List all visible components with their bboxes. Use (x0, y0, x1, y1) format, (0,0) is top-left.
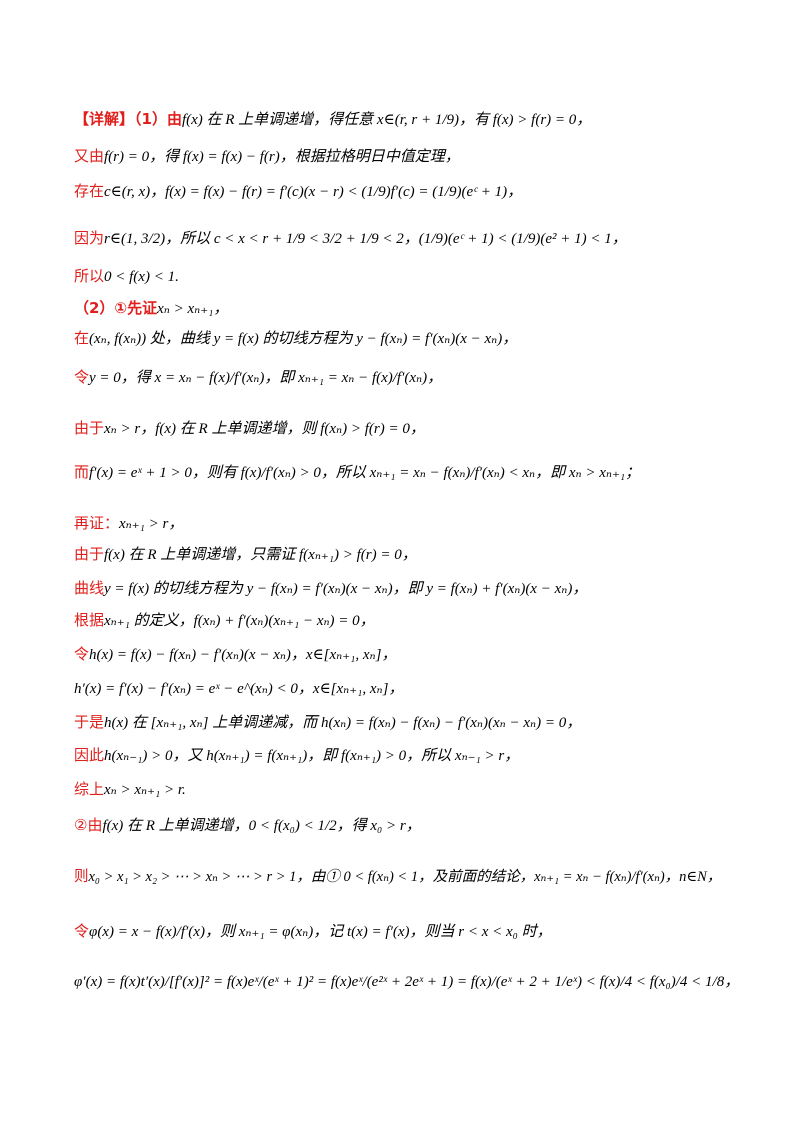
math-text: h(x) 在 [xₙ₊₁, xₙ] 上单调递减，而 h(xₙ) = f(xₙ) … (104, 715, 582, 731)
step-label: 由于 (74, 419, 105, 437)
math-text: xₙ > r，f(x) 在 R 上单调递增，则 f(xₙ) > f(r) = 0… (104, 421, 425, 437)
step-label: 因为 (74, 229, 105, 247)
step-label: 令 (74, 922, 90, 940)
step-label: 综上 (74, 780, 105, 798)
solution-line: 所以0 < f(x) < 1. (74, 265, 740, 288)
solution-line: 根据xₙ₊₁ 的定义，f(xₙ) + f′(xₙ)(xₙ₊₁ − xₙ) = 0… (74, 609, 740, 632)
solution-line: 因为r∈(1, 3/2)，所以 c < x < r + 1/9 < 3/2 + … (74, 227, 740, 250)
solution-line: （2）①先证xₙ > xₙ₊₁， (74, 297, 740, 320)
solution-line: 令φ(x) = x − f(x)/f′(x)，则 xₙ₊₁ = φ(xₙ)，记 … (74, 920, 740, 943)
math-text: r∈(1, 3/2)，所以 c < x < r + 1/9 < 3/2 + 1/… (104, 231, 627, 247)
solution-line: 曲线y = f(x) 的切线方程为 y − f(xₙ) = f′(xₙ)(x −… (74, 577, 740, 600)
math-text: xₙ > xₙ₊₁ > r. (104, 782, 186, 798)
math-text: φ′(x) = f(x)t′(x)/[f′(x)]² = f(x)eˣ/(eˣ … (74, 974, 740, 990)
step-label: （2）①先证 (74, 299, 158, 317)
solution-line: 存在c∈(r, x)，f(x) = f(x) − f(r) = f′(c)(x … (74, 180, 740, 203)
math-text: xₙ₊₁ > r， (119, 516, 184, 532)
math-text: h′(x) = f′(x) − f′(xₙ) = eˣ − e^(xₙ) < 0… (74, 681, 404, 697)
math-text: f′(x) = eˣ + 1 > 0，则有 f(x)/f′(xₙ) > 0，所以… (89, 465, 641, 481)
step-label: 令 (74, 368, 90, 386)
step-label: 所以 (74, 267, 105, 285)
math-text: xₙ > xₙ₊₁， (157, 301, 229, 317)
solution-line: 因此h(xₙ₋₁) > 0，又 h(xₙ₊₁) = f(xₙ₊₁)，即 f(xₙ… (74, 744, 740, 767)
step-label: 由于 (74, 545, 105, 563)
math-text: f(x) 在 R 上单调递增，0 < f(x₀) < 1/2，得 x₀ > r， (102, 818, 421, 834)
step-label: 再证： (74, 514, 120, 532)
step-label: 存在 (74, 182, 105, 200)
math-text: xₙ₊₁ 的定义，f(xₙ) + f′(xₙ)(xₙ₊₁ − xₙ) = 0， (104, 613, 375, 629)
solution-line: φ′(x) = f(x)t′(x)/[f′(x)]² = f(x)eˣ/(eˣ … (74, 970, 740, 993)
math-text: c∈(r, x)，f(x) = f(x) − f(r) = f′(c)(x − … (104, 184, 523, 200)
step-label: ②由 (74, 816, 103, 834)
math-text: 0 < f(x) < 1. (104, 269, 179, 285)
step-label: 又由 (74, 147, 105, 165)
step-label: 而 (74, 463, 90, 481)
solution-line: 于是h(x) 在 [xₙ₊₁, xₙ] 上单调递减，而 h(xₙ) = f(xₙ… (74, 711, 740, 734)
step-label: 因此 (74, 746, 105, 764)
solution-line: ②由f(x) 在 R 上单调递增，0 < f(x₀) < 1/2，得 x₀ > … (74, 814, 740, 837)
math-text: y = 0，得 x = xₙ − f(x)/f′(xₙ)，即 xₙ₊₁ = xₙ… (89, 370, 443, 386)
solution-line: 令y = 0，得 x = xₙ − f(x)/f′(xₙ)，即 xₙ₊₁ = x… (74, 366, 740, 389)
step-label: 令 (74, 645, 90, 663)
math-text: f(r) = 0，得 f(x) = f(x) − f(r)，根据拉格明日中值定理… (104, 149, 460, 165)
solution-line: 再证：xₙ₊₁ > r， (74, 512, 740, 535)
solution-line: 【详解】（1）由f(x) 在 R 上单调递增，得任意 x∈(r, r + 1/9… (74, 108, 740, 131)
math-text: h(xₙ₋₁) > 0，又 h(xₙ₊₁) = f(xₙ₊₁)，即 f(xₙ₊₁… (104, 748, 520, 764)
step-label: 根据 (74, 611, 105, 629)
solution-line: 而f′(x) = eˣ + 1 > 0，则有 f(x)/f′(xₙ) > 0，所… (74, 461, 740, 484)
math-text: (xₙ, f(xₙ)) 处，曲线 y = f(x) 的切线方程为 y − f(x… (89, 331, 518, 347)
math-text: f(x) 在 R 上单调递增，只需证 f(xₙ₊₁) > f(r) = 0， (104, 547, 417, 563)
solution-line: h′(x) = f′(x) − f′(xₙ) = eˣ − e^(xₙ) < 0… (74, 677, 740, 700)
solution-line: 由于xₙ > r，f(x) 在 R 上单调递增，则 f(xₙ) > f(r) =… (74, 417, 740, 440)
math-text: y = f(x) 的切线方程为 y − f(xₙ) = f′(xₙ)(x − x… (104, 581, 588, 597)
step-label: 曲线 (74, 579, 105, 597)
solution-line: 由于f(x) 在 R 上单调递增，只需证 f(xₙ₊₁) > f(r) = 0， (74, 543, 740, 566)
step-label: 在 (74, 329, 90, 347)
math-text: h(x) = f(x) − f(xₙ) − f′(xₙ)(x − xₙ)，x∈[… (89, 647, 397, 663)
solution-line: 则x₀ > x₁ > x₂ > ⋯ > xₙ > ⋯ > r > 1，由① 0 … (74, 866, 740, 888)
solution-line: 在(xₙ, f(xₙ)) 处，曲线 y = f(x) 的切线方程为 y − f(… (74, 327, 740, 350)
math-text: φ(x) = x − f(x)/f′(x)，则 xₙ₊₁ = φ(xₙ)，记 t… (89, 924, 552, 940)
solution-line: 又由f(r) = 0，得 f(x) = f(x) − f(r)，根据拉格明日中值… (74, 145, 740, 168)
solution-line: 令h(x) = f(x) − f(xₙ) − f′(xₙ)(x − xₙ)，x∈… (74, 643, 740, 666)
math-text: x₀ > x₁ > x₂ > ⋯ > xₙ > ⋯ > r > 1，由① 0 <… (88, 869, 722, 885)
solution-line: 综上xₙ > xₙ₊₁ > r. (74, 778, 740, 801)
math-text: f(x) 在 R 上单调递增，得任意 x∈(r, r + 1/9)，有 f(x)… (181, 112, 592, 128)
step-label: 于是 (74, 713, 105, 731)
step-label: 【详解】（1）由 (74, 110, 182, 128)
step-label: 则 (74, 869, 89, 885)
